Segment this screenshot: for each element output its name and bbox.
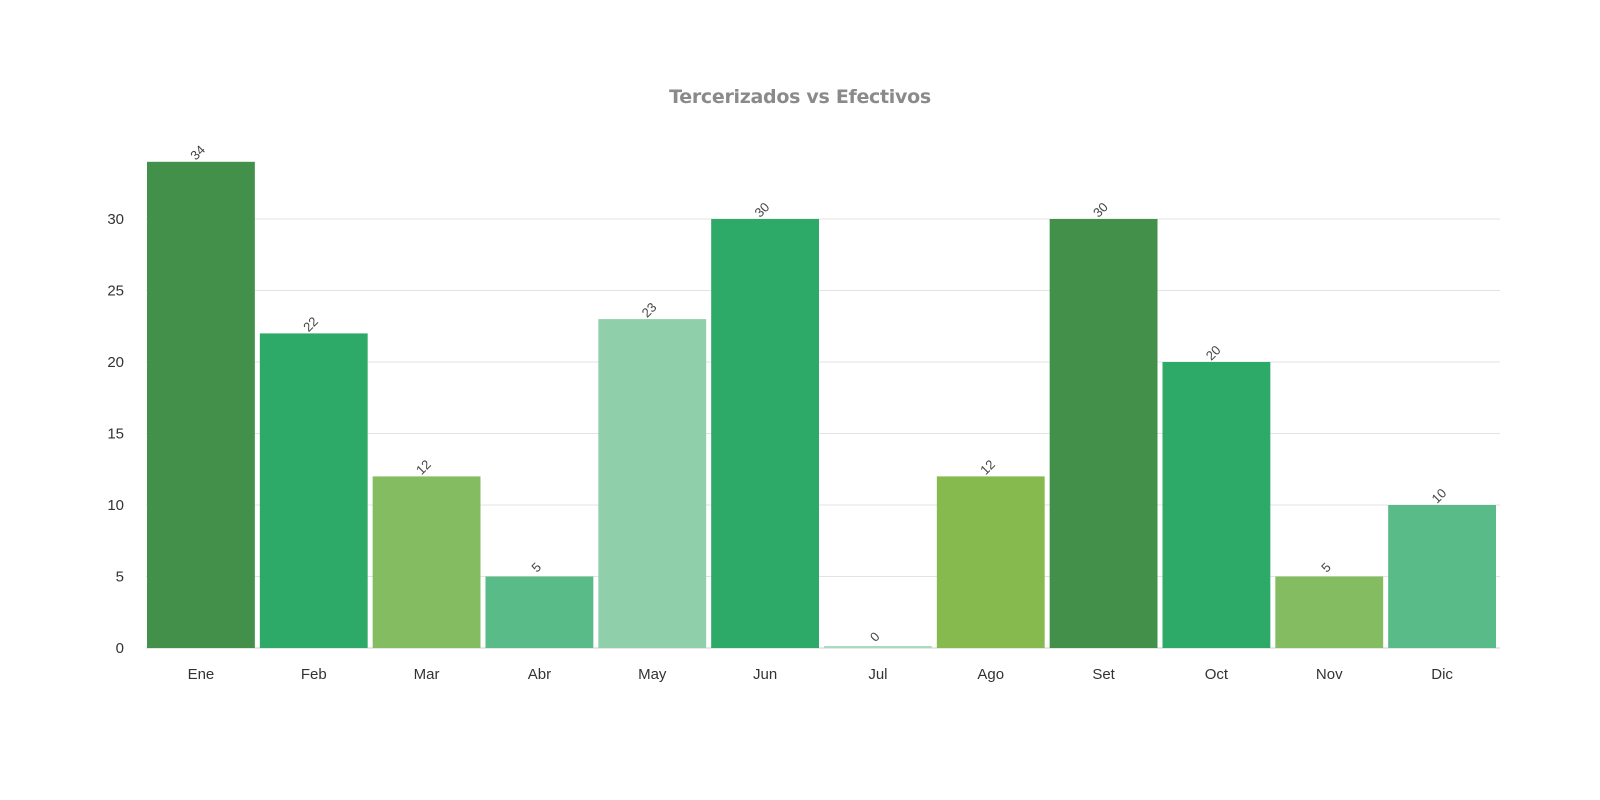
x-tick-label: Jun xyxy=(753,666,777,683)
x-tick-label: Set xyxy=(1092,666,1115,683)
data-label: 22 xyxy=(300,314,321,335)
bar xyxy=(824,646,932,648)
bar xyxy=(259,333,368,648)
data-label: 30 xyxy=(751,199,772,220)
data-label: 34 xyxy=(187,142,208,163)
y-tick-label: 10 xyxy=(107,497,124,514)
data-label: 0 xyxy=(867,629,883,645)
y-tick-label: 25 xyxy=(107,283,124,300)
data-label: 5 xyxy=(528,559,544,575)
x-tick-label: Feb xyxy=(301,666,327,683)
bar xyxy=(1275,576,1384,648)
data-label: 5 xyxy=(1318,559,1334,575)
y-tick-label: 20 xyxy=(107,354,124,371)
x-tick-label: Nov xyxy=(1316,666,1343,683)
y-tick-label: 5 xyxy=(116,569,124,586)
bar xyxy=(147,161,255,649)
x-tick-label: Oct xyxy=(1205,666,1229,683)
data-label: 30 xyxy=(1090,199,1111,220)
y-tick-label: 30 xyxy=(107,211,124,228)
x-tick-label: Jul xyxy=(868,666,887,683)
x-tick-label: Dic xyxy=(1431,666,1453,683)
chart-title: Tercerizados vs Efectivos xyxy=(669,86,931,108)
bar xyxy=(711,219,819,648)
data-label: 12 xyxy=(413,457,434,478)
x-tick-label: Ene xyxy=(188,666,215,683)
x-tick-label: Abr xyxy=(528,666,551,683)
bar xyxy=(372,476,481,648)
data-label: 23 xyxy=(639,299,660,320)
data-label: 10 xyxy=(1428,485,1449,506)
bar xyxy=(1162,362,1271,648)
y-tick-label: 15 xyxy=(107,426,124,443)
y-tick-label: 0 xyxy=(116,640,124,657)
bar xyxy=(1388,505,1496,648)
bar xyxy=(485,576,594,648)
data-label: 12 xyxy=(977,457,998,478)
data-label: 20 xyxy=(1203,342,1224,363)
x-tick-label: Ago xyxy=(977,666,1004,683)
bar xyxy=(598,319,707,648)
bar xyxy=(936,476,1045,648)
x-tick-label: May xyxy=(638,666,667,683)
bar xyxy=(1049,219,1158,648)
x-tick-label: Mar xyxy=(414,666,440,683)
